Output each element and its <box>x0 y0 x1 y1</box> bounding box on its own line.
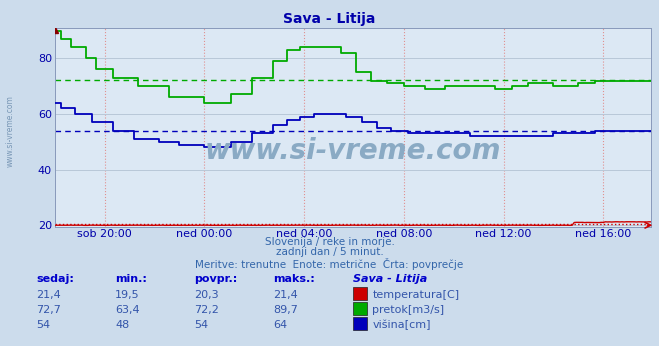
Text: Meritve: trenutne  Enote: metrične  Črta: povprečje: Meritve: trenutne Enote: metrične Črta: … <box>195 258 464 270</box>
Text: 64: 64 <box>273 320 287 330</box>
Text: temperatura[C]: temperatura[C] <box>372 290 459 300</box>
Text: 20,3: 20,3 <box>194 290 219 300</box>
Text: 63,4: 63,4 <box>115 305 140 315</box>
Text: 21,4: 21,4 <box>273 290 299 300</box>
Text: 48: 48 <box>115 320 130 330</box>
Text: 72,2: 72,2 <box>194 305 219 315</box>
Text: 89,7: 89,7 <box>273 305 299 315</box>
Text: www.si-vreme.com: www.si-vreme.com <box>205 137 501 165</box>
Text: povpr.:: povpr.: <box>194 274 238 284</box>
Text: Slovenija / reke in morje.: Slovenija / reke in morje. <box>264 237 395 247</box>
Text: min.:: min.: <box>115 274 147 284</box>
Text: 72,7: 72,7 <box>36 305 61 315</box>
Text: 54: 54 <box>36 320 50 330</box>
Text: 21,4: 21,4 <box>36 290 61 300</box>
Text: Sava - Litija: Sava - Litija <box>353 274 427 284</box>
Text: zadnji dan / 5 minut.: zadnji dan / 5 minut. <box>275 247 384 257</box>
Text: 19,5: 19,5 <box>115 290 140 300</box>
Text: sedaj:: sedaj: <box>36 274 74 284</box>
Text: višina[cm]: višina[cm] <box>372 320 431 330</box>
Text: pretok[m3/s]: pretok[m3/s] <box>372 305 444 315</box>
Text: www.si-vreme.com: www.si-vreme.com <box>5 95 14 167</box>
Text: 54: 54 <box>194 320 208 330</box>
Text: maks.:: maks.: <box>273 274 315 284</box>
Text: Sava - Litija: Sava - Litija <box>283 12 376 26</box>
